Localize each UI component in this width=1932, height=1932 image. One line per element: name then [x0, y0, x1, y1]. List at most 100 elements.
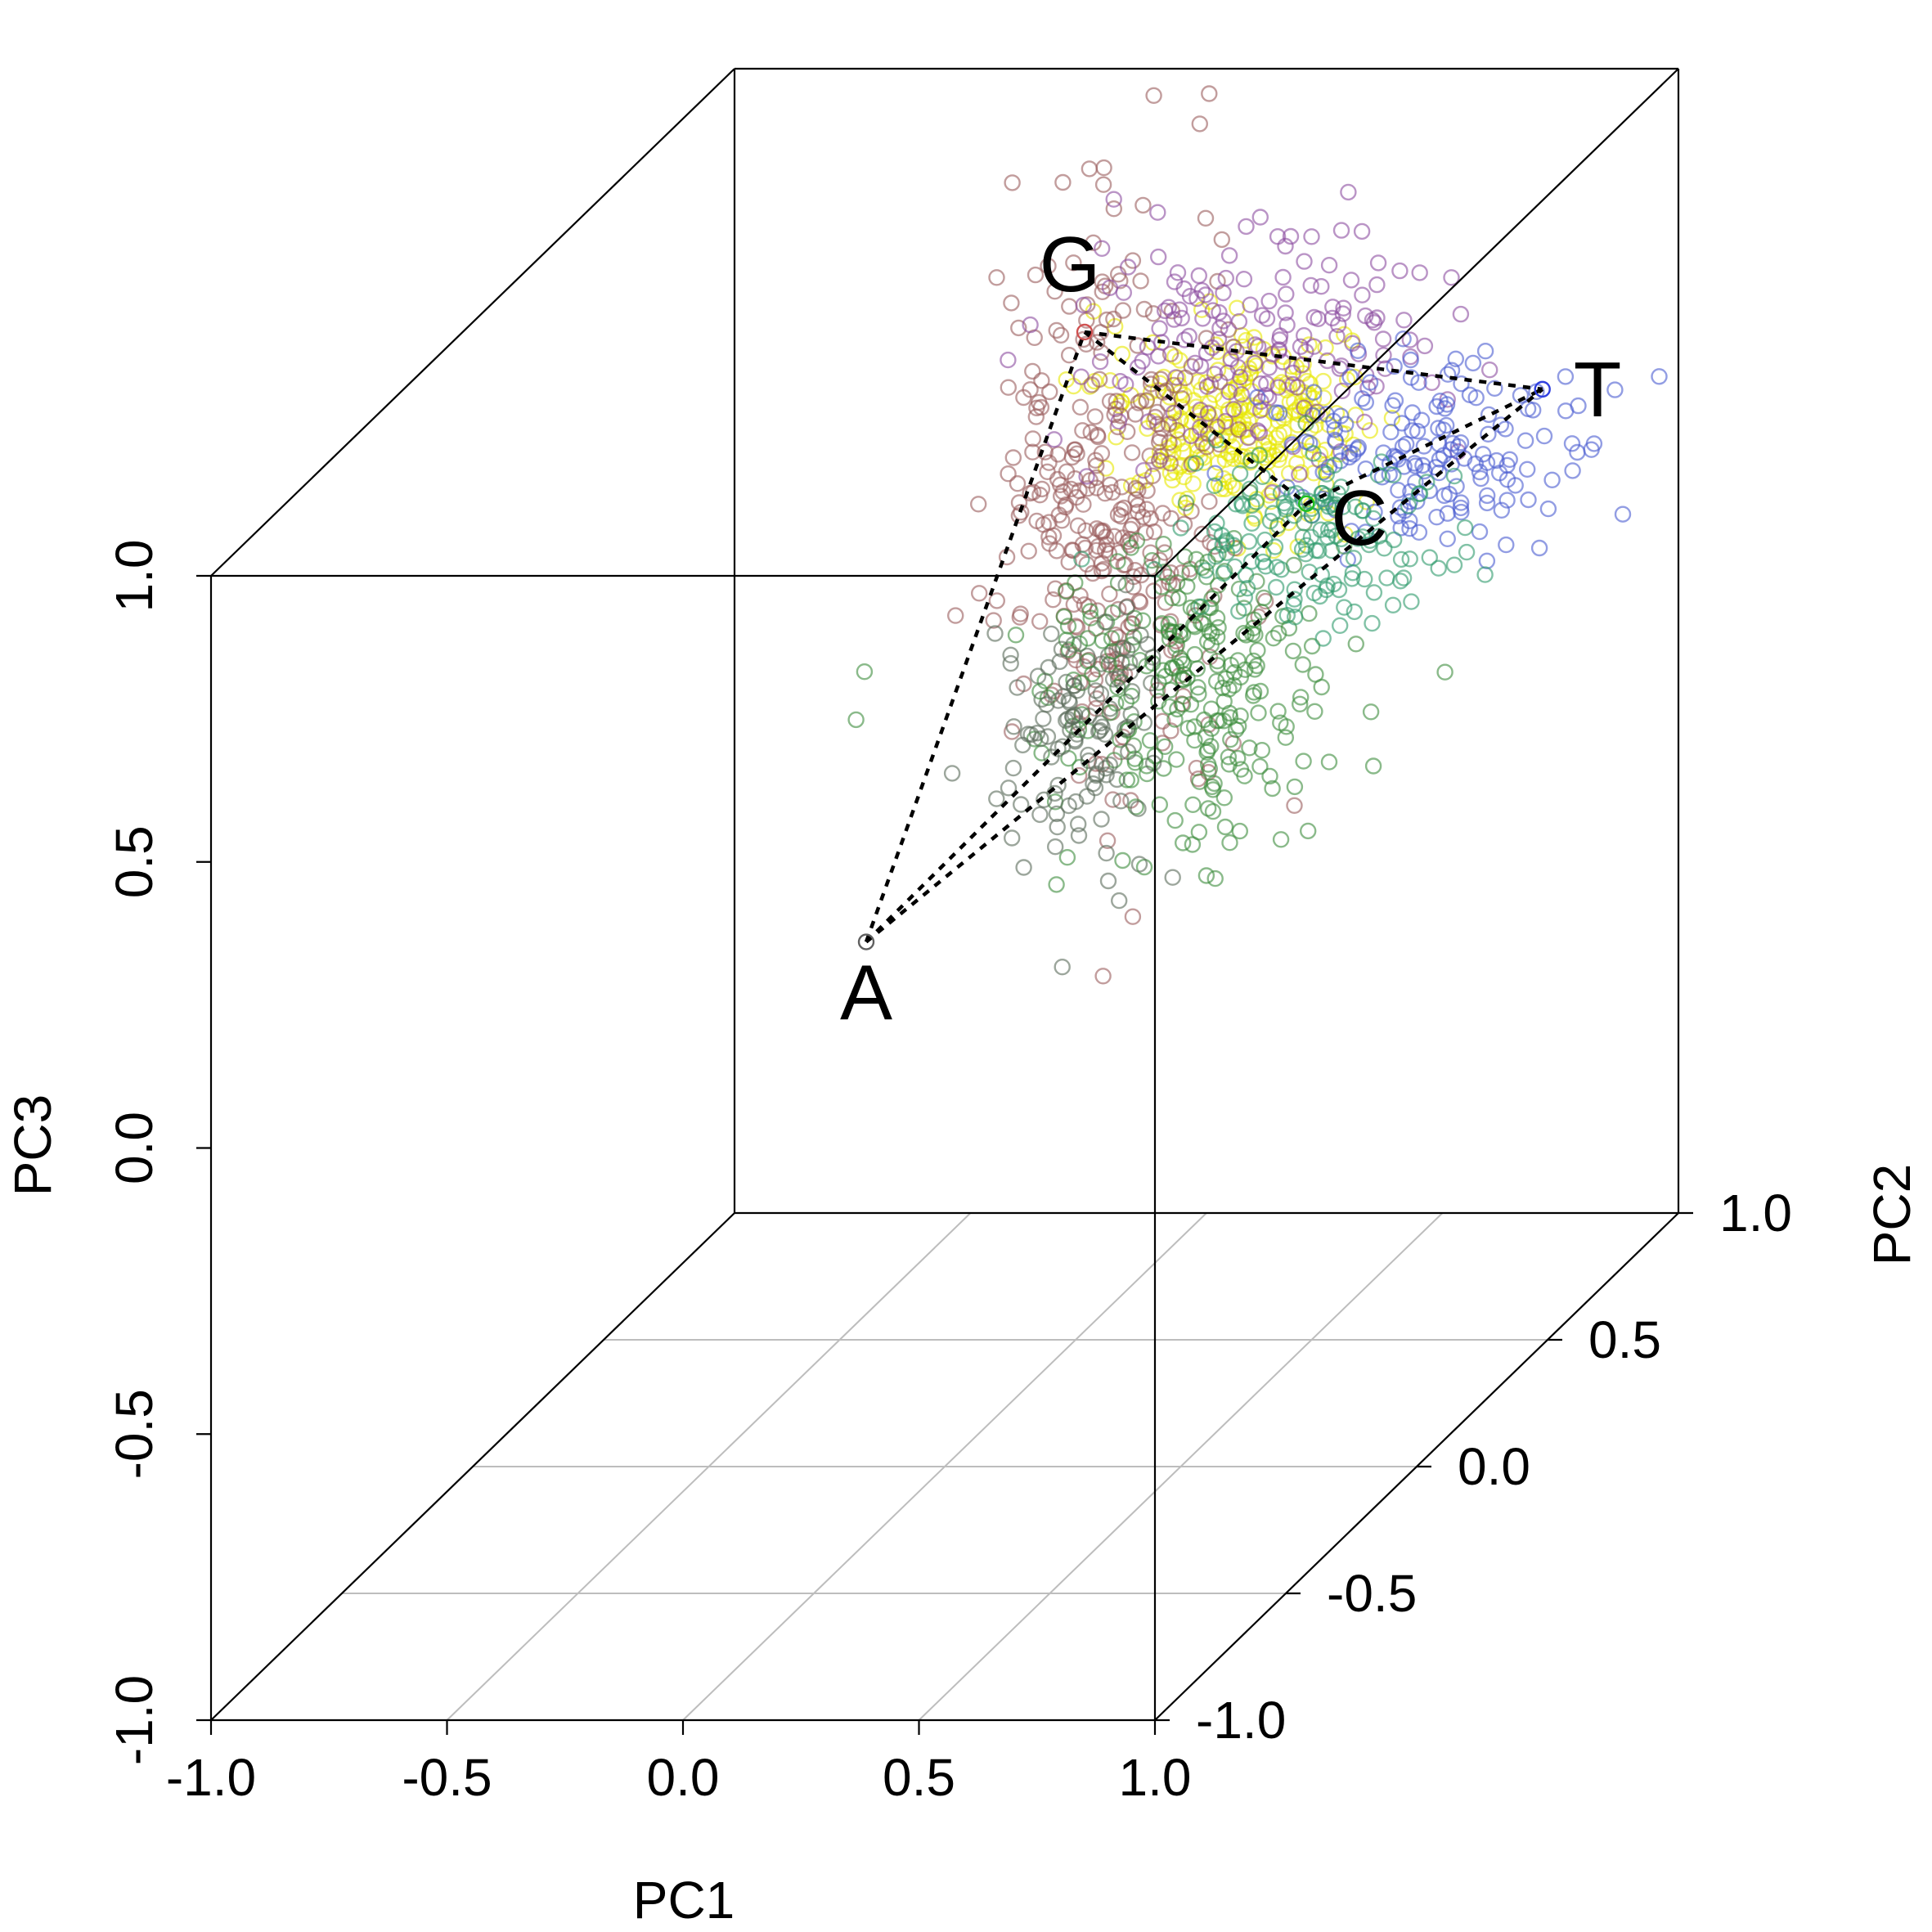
- data-point: [1277, 304, 1294, 321]
- data-point: [1252, 393, 1269, 411]
- data-point: [1400, 497, 1418, 514]
- data-point: [1478, 487, 1496, 505]
- data-point: [1130, 800, 1147, 817]
- data-point: [1539, 500, 1557, 518]
- x-axis-title: PC1: [633, 1871, 735, 1930]
- data-point: [1143, 675, 1160, 692]
- data-point: [1415, 438, 1433, 455]
- data-point: [1075, 496, 1092, 513]
- vertex-label-t: T: [1574, 346, 1622, 434]
- data-point: [1005, 718, 1022, 735]
- data-point: [1361, 422, 1379, 439]
- data-point: [1045, 431, 1063, 448]
- data-point: [1031, 806, 1049, 824]
- data-point: [1518, 461, 1536, 478]
- data-point: [1067, 574, 1084, 591]
- data-point: [1325, 412, 1342, 429]
- data-point: [1286, 797, 1303, 814]
- data-point: [1235, 271, 1253, 288]
- data-point: [1199, 405, 1217, 422]
- data-point: [1065, 595, 1083, 613]
- data-point: [1209, 343, 1226, 361]
- data-point: [1105, 310, 1122, 328]
- data-point: [1060, 554, 1077, 571]
- data-point: [1150, 693, 1167, 710]
- data-point: [1095, 159, 1112, 177]
- data-point: [1197, 562, 1215, 579]
- data-point: [986, 625, 1004, 642]
- data-point: [1299, 822, 1317, 840]
- data-point: [1430, 559, 1447, 577]
- data-point: [1086, 408, 1104, 425]
- data-point: [1230, 603, 1247, 620]
- data-point: [1323, 522, 1341, 539]
- data-point: [1126, 628, 1143, 646]
- data-point: [1421, 482, 1438, 500]
- data-point: [1030, 393, 1048, 411]
- data-point: [1118, 599, 1135, 616]
- data-point: [1474, 446, 1492, 463]
- data-point: [1564, 462, 1581, 479]
- data-point: [1224, 401, 1242, 418]
- data-point: [1058, 848, 1076, 866]
- y-tick-label: 0.0: [1458, 1437, 1530, 1496]
- data-point: [1105, 191, 1122, 208]
- data-point: [1404, 404, 1421, 421]
- data-point: [1197, 286, 1215, 303]
- vertex-point-a: [857, 933, 875, 950]
- data-point: [1260, 434, 1278, 452]
- data-point: [1232, 708, 1249, 725]
- data-point: [1070, 827, 1088, 844]
- data-point: [1456, 519, 1474, 537]
- data-point: [1230, 312, 1248, 330]
- data-point: [1110, 413, 1128, 430]
- data-point: [1068, 726, 1086, 743]
- data-point: [1480, 406, 1498, 424]
- data-point: [1243, 496, 1260, 514]
- data-point: [1119, 718, 1137, 736]
- data-point: [1467, 389, 1485, 407]
- data-point: [1093, 811, 1110, 828]
- data-point: [1238, 218, 1255, 236]
- data-point: [1606, 381, 1624, 398]
- data-point: [1127, 798, 1144, 815]
- edge-A-G: [864, 331, 1087, 943]
- data-point: [1100, 656, 1117, 673]
- data-point: [1094, 176, 1112, 193]
- data-point: [1369, 254, 1387, 272]
- data-point: [1216, 818, 1234, 836]
- data-point: [1117, 577, 1134, 594]
- data-point: [1436, 663, 1453, 681]
- data-point: [1148, 416, 1166, 433]
- data-point: [1029, 667, 1047, 685]
- data-point: [1314, 630, 1332, 647]
- data-point: [1120, 618, 1137, 636]
- data-point: [1392, 550, 1410, 568]
- data-point: [1201, 85, 1218, 102]
- data-point: [1112, 508, 1130, 525]
- data-point: [1410, 523, 1428, 541]
- data-point: [1242, 296, 1259, 313]
- data-point: [1138, 501, 1156, 518]
- data-point: [1217, 269, 1235, 287]
- data-point: [1098, 766, 1115, 784]
- data-point: [1445, 556, 1463, 573]
- data-point: [1382, 424, 1400, 441]
- data-point: [1264, 780, 1281, 798]
- data-point: [1049, 740, 1067, 757]
- data-point: [1032, 730, 1049, 748]
- data-point: [1614, 505, 1632, 523]
- data-point: [1306, 703, 1323, 720]
- data-point: [1310, 310, 1327, 327]
- data-point: [1135, 300, 1153, 318]
- data-point: [1155, 760, 1172, 777]
- data-point: [1251, 757, 1269, 775]
- box-edge: [1154, 68, 1679, 577]
- data-point: [1191, 115, 1209, 133]
- data-point: [1154, 505, 1171, 522]
- data-point: [1286, 778, 1304, 796]
- data-point: [1114, 302, 1132, 319]
- data-point: [1406, 455, 1423, 472]
- data-point: [1288, 455, 1305, 472]
